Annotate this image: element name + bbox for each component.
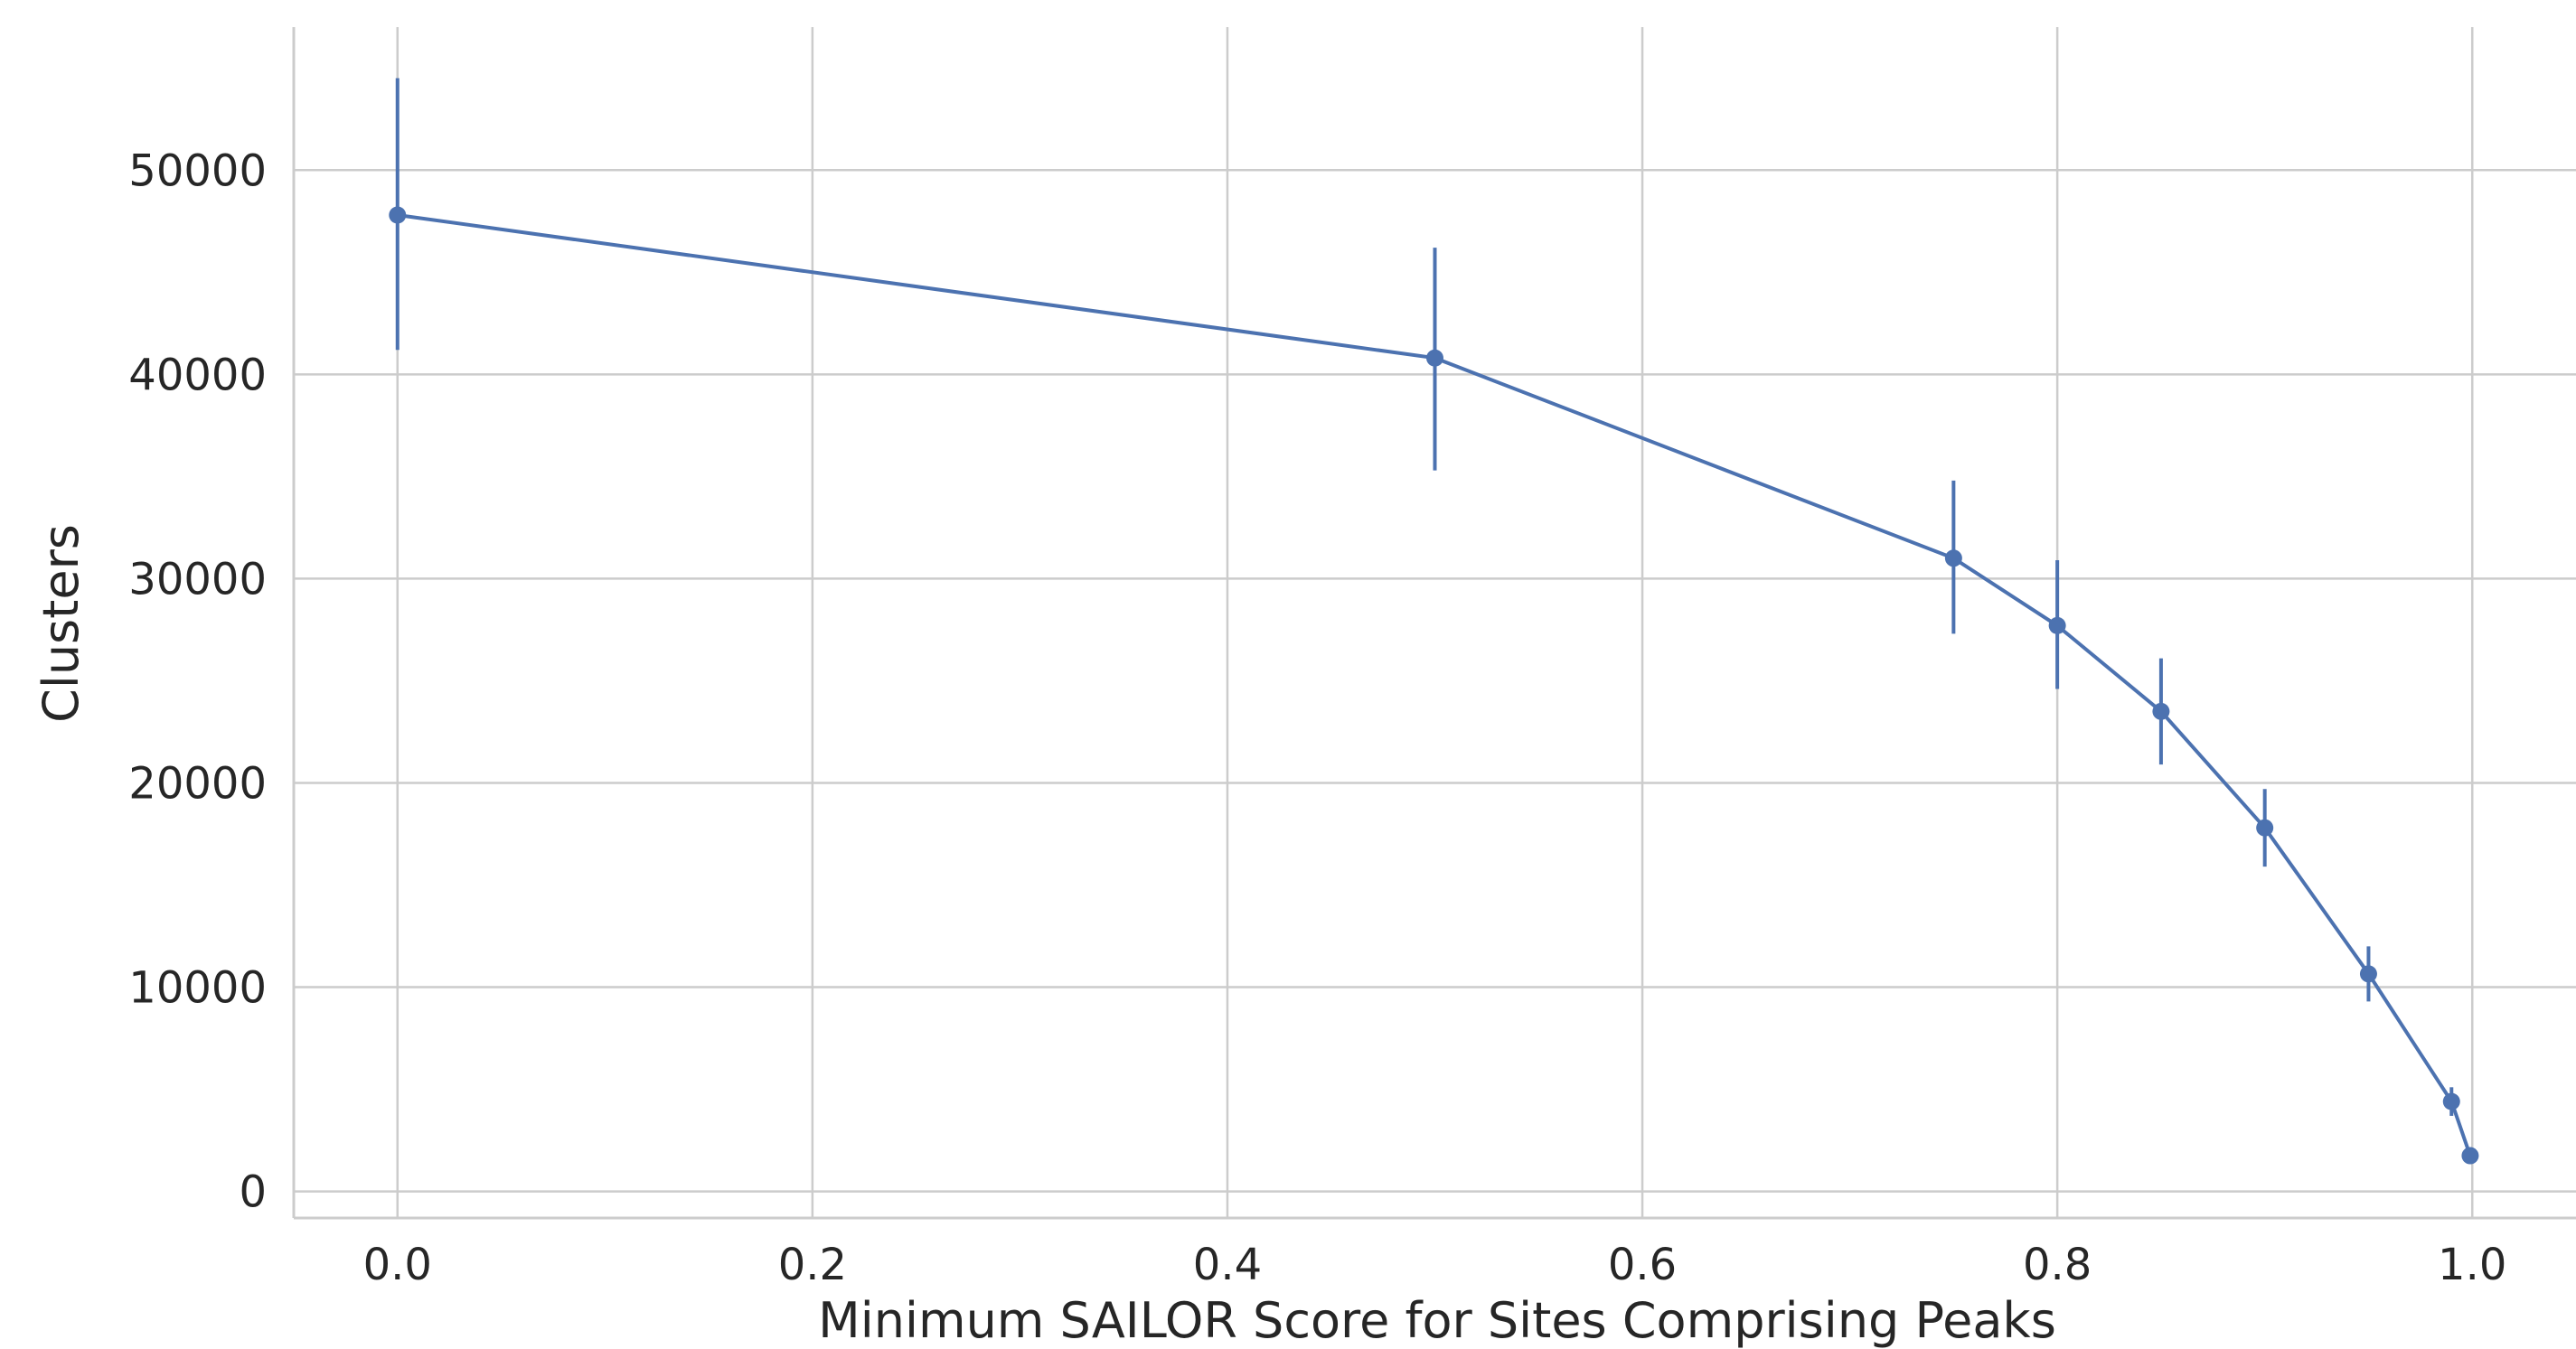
data-point bbox=[2461, 1147, 2479, 1165]
y-tick-label: 40000 bbox=[128, 350, 267, 400]
y-tick-label: 50000 bbox=[128, 145, 267, 196]
x-tick-label: 1.0 bbox=[2438, 1240, 2506, 1290]
x-tick-label: 0.4 bbox=[1193, 1240, 1262, 1290]
data-point bbox=[2152, 702, 2170, 720]
grid bbox=[294, 27, 2576, 1218]
x-tick-label: 0.6 bbox=[1608, 1240, 1677, 1290]
data-point bbox=[2048, 616, 2066, 634]
y-tick-label: 0 bbox=[239, 1167, 267, 1218]
axes-spines bbox=[292, 27, 2576, 1220]
y-tick-label: 10000 bbox=[128, 963, 267, 1014]
data-point bbox=[1426, 349, 1443, 367]
tick-labels: 0.0 0.2 0.4 0.6 0.8 1.0 0 10000 20000 30000 40000 5… bbox=[128, 145, 2506, 1290]
data-point bbox=[389, 206, 407, 224]
data-point bbox=[2442, 1092, 2460, 1110]
data-point bbox=[2256, 819, 2274, 837]
x-axis-label: Minimum SAILOR Score for Sites Comprisin… bbox=[818, 1292, 2056, 1349]
x-tick-label: 0.8 bbox=[2023, 1240, 2092, 1290]
y-tick-label: 30000 bbox=[128, 554, 267, 604]
x-tick-label: 0.2 bbox=[778, 1240, 847, 1290]
data-point bbox=[2359, 965, 2377, 983]
y-axis-label: Clusters bbox=[33, 524, 89, 723]
x-tick-label: 0.0 bbox=[363, 1240, 432, 1290]
data-series bbox=[389, 78, 2479, 1165]
data-point bbox=[1944, 549, 1962, 567]
y-tick-label: 20000 bbox=[128, 758, 267, 809]
